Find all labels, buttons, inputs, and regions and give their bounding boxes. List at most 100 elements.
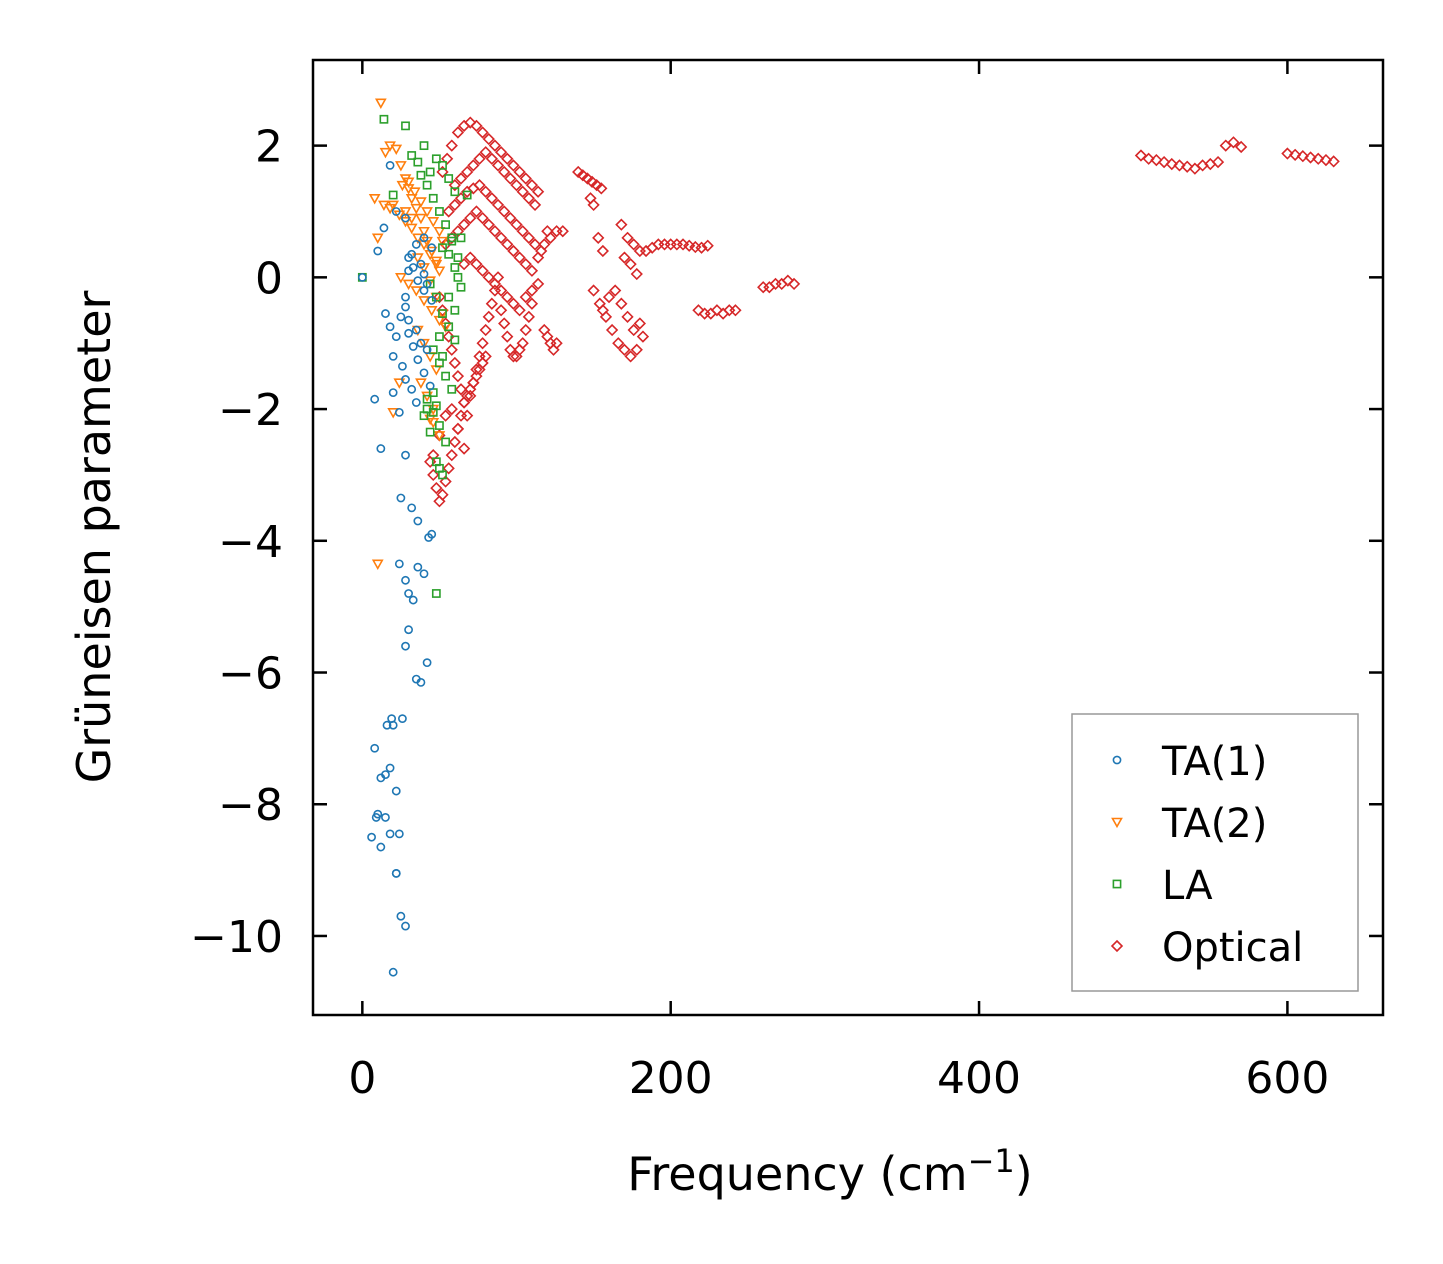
data-point (419, 368, 429, 378)
data-point (1288, 148, 1302, 161)
data-point (438, 243, 447, 253)
data-point (357, 272, 367, 282)
data-point (602, 290, 616, 304)
data-point (445, 449, 458, 462)
data-point (416, 338, 426, 348)
data-point (576, 169, 589, 182)
data-point (605, 323, 619, 337)
data-point (401, 302, 410, 312)
data-point (1227, 136, 1240, 149)
data-point (531, 185, 545, 198)
data-point (482, 310, 495, 323)
y-tick-label: −10 (190, 912, 283, 963)
data-point (522, 231, 535, 244)
data-point (1296, 150, 1309, 163)
data-point (491, 271, 505, 284)
data-point (501, 238, 514, 251)
data-point (476, 211, 489, 225)
data-point (516, 185, 529, 198)
data-point (464, 211, 477, 225)
data-point (376, 444, 386, 453)
data-point (427, 243, 437, 253)
data-point (525, 264, 539, 277)
data-point (491, 198, 505, 212)
data-point (451, 370, 465, 383)
data-point (399, 217, 412, 228)
data-point (404, 315, 413, 325)
data-point (416, 259, 426, 269)
y-tick-label: 0 (255, 253, 283, 304)
data-point (461, 165, 474, 179)
data-point (396, 312, 406, 322)
data-point (531, 251, 545, 264)
data-point (427, 217, 440, 228)
data-point (624, 350, 637, 363)
data-point (498, 165, 511, 179)
data-point (436, 488, 449, 501)
data-point (781, 274, 795, 287)
data-point (488, 139, 502, 152)
data-point (404, 253, 413, 262)
data-point (371, 559, 384, 570)
data-point (401, 375, 410, 384)
data-point (405, 223, 418, 235)
data-point (519, 323, 532, 337)
data-point (448, 179, 461, 192)
data-point (448, 356, 461, 370)
data-point (418, 226, 430, 238)
data-point (427, 468, 440, 482)
data-point (450, 187, 460, 197)
data-point (615, 218, 628, 231)
data-point (595, 182, 608, 195)
data-point (394, 829, 404, 839)
data-point (630, 267, 643, 281)
data-point (494, 304, 508, 317)
data-point (479, 350, 492, 363)
data-point (621, 310, 634, 323)
series-optical (424, 116, 1340, 508)
data-point (411, 240, 421, 249)
data-point (615, 297, 628, 310)
data-point (401, 121, 410, 131)
data-point (1165, 157, 1178, 171)
data-point (385, 763, 395, 773)
data-point (422, 658, 432, 668)
legend-marker-la (1112, 879, 1122, 889)
y-tick-label: −4 (218, 517, 283, 568)
data-point (401, 921, 410, 931)
data-point (419, 286, 429, 295)
data-point (422, 180, 432, 190)
data-point (396, 493, 406, 503)
data-point (454, 383, 468, 396)
data-point (464, 389, 477, 403)
data-point (381, 813, 390, 822)
data-point (457, 258, 471, 271)
y-axis-label: Grüneisen parameter (67, 290, 121, 783)
data-point (431, 589, 441, 598)
plot-content (357, 98, 1340, 977)
x-tick-label: 200 (629, 1053, 713, 1104)
data-point (401, 213, 410, 223)
data-point (411, 674, 421, 684)
data-point (388, 967, 398, 977)
data-point (633, 317, 646, 330)
data-point (422, 404, 432, 414)
data-point (636, 330, 650, 343)
data-point (398, 714, 407, 724)
data-point (701, 239, 714, 252)
data-point (436, 236, 449, 248)
data-point (627, 238, 640, 251)
data-point (522, 192, 535, 205)
data-point (1150, 153, 1163, 167)
data-point (401, 292, 410, 302)
data-point (438, 309, 447, 318)
data-point (421, 207, 433, 218)
data-point (433, 226, 446, 238)
data-point (482, 218, 495, 231)
data-point (439, 475, 452, 488)
data-point (438, 160, 447, 170)
data-point (513, 251, 526, 264)
data-point (384, 203, 396, 215)
data-point (587, 198, 600, 212)
